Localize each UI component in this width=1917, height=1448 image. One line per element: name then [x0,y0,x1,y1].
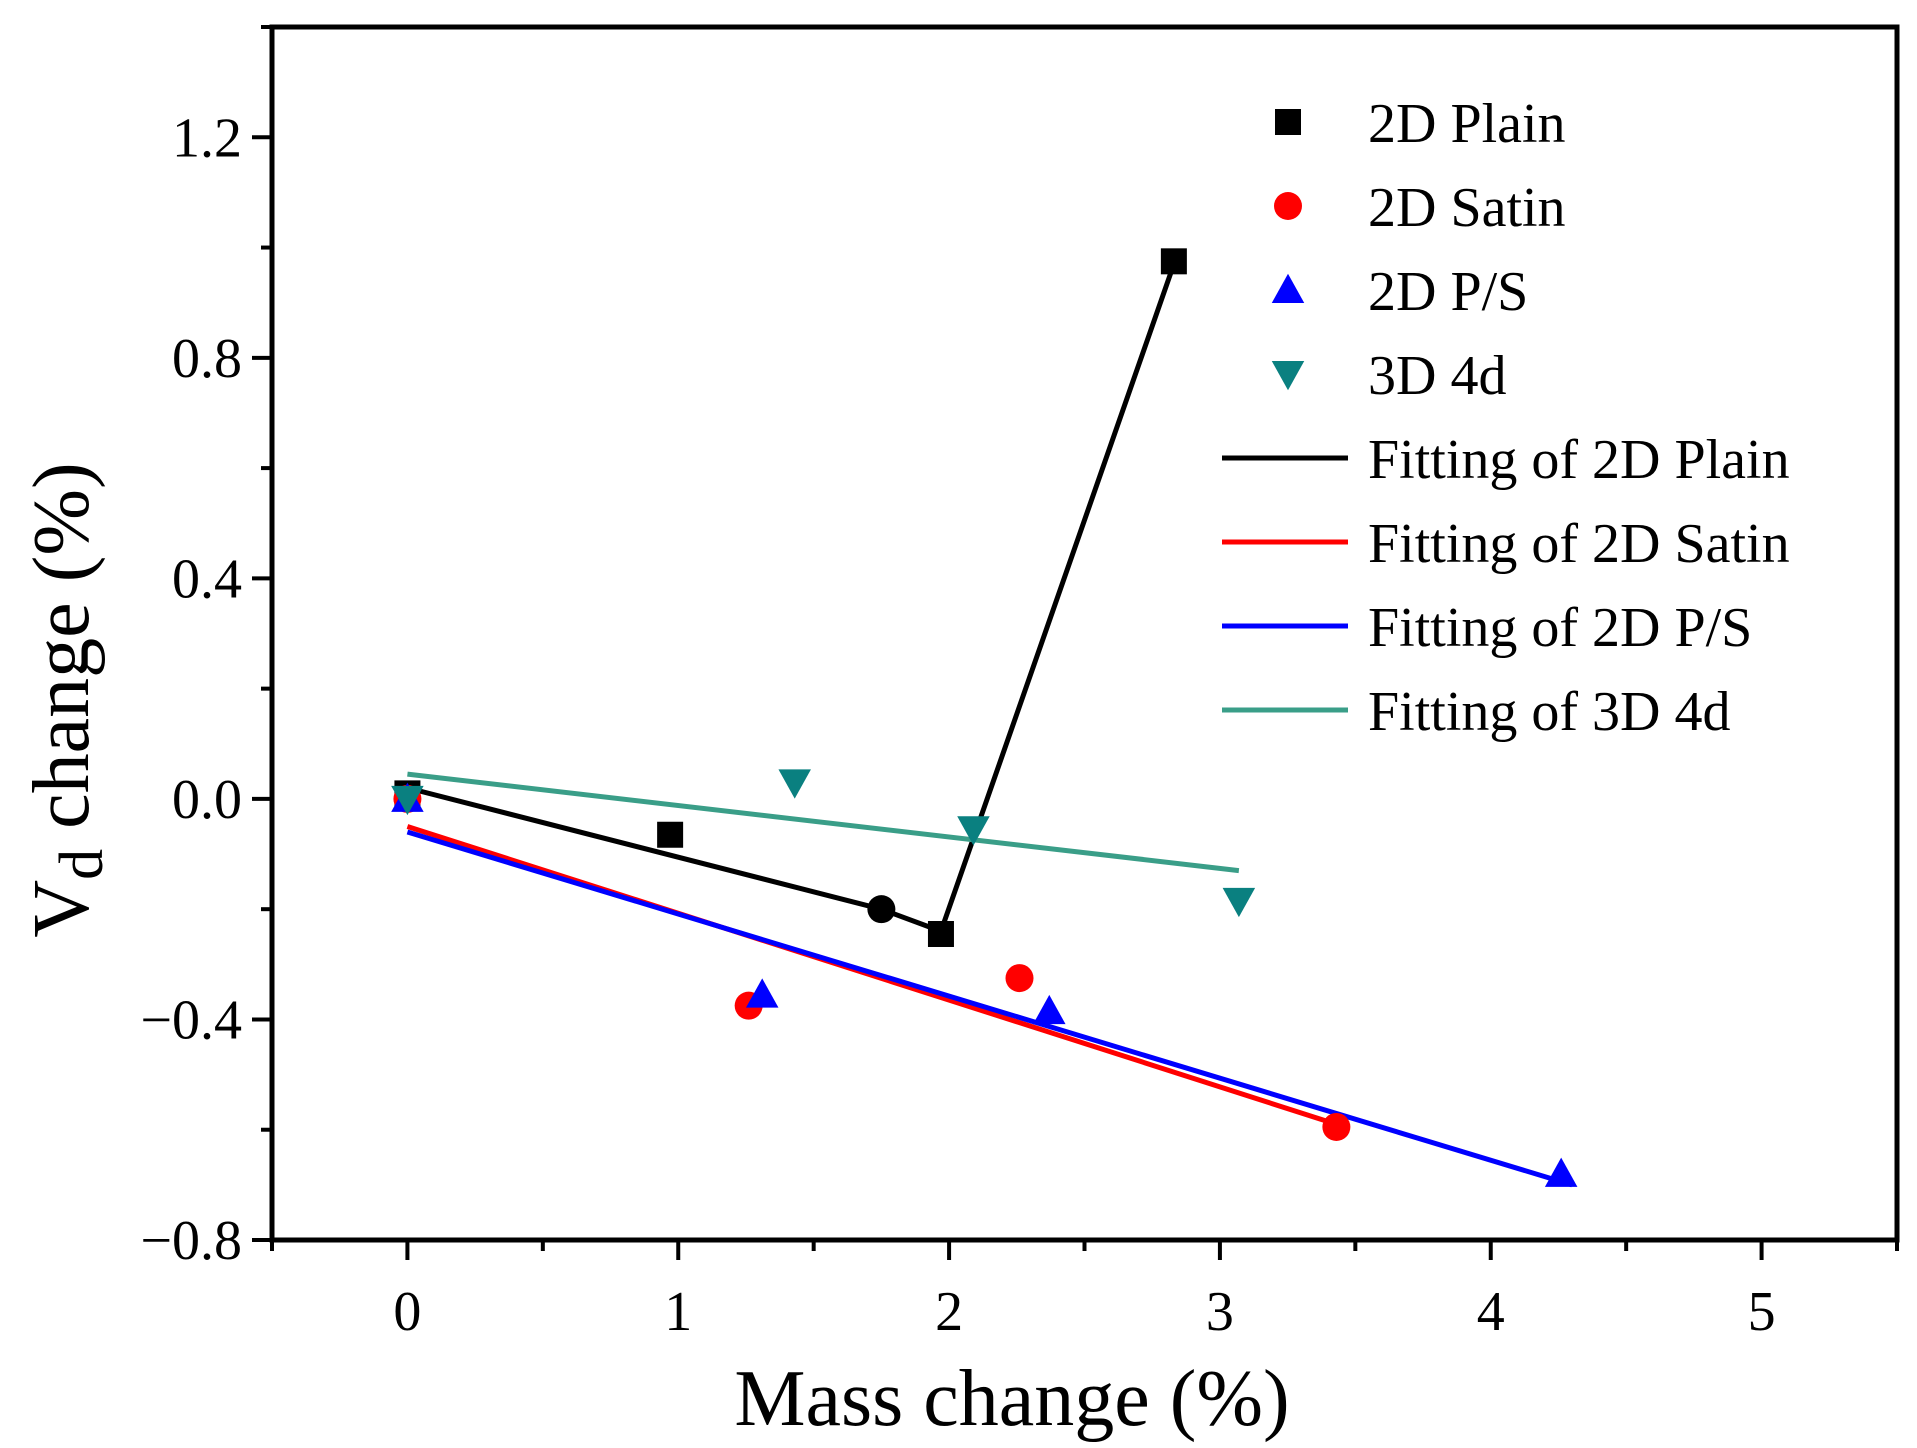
x-axis-title: Mass change (%) [734,1355,1289,1443]
y-tick-label: 0.0 [172,769,242,831]
data-markers [391,248,1578,1187]
point-3d-4d [778,769,811,799]
legend-label: Fitting of 3D 4d [1368,681,1730,743]
x-tick-label: 5 [1748,1281,1776,1343]
point-3d-4d [1222,887,1256,918]
y-axis-title-rest: change (%) [18,462,106,848]
fit-line-fitting-of-3d-4d [407,771,1240,874]
point-2d-satin [1322,1112,1351,1141]
y-tick-label: 0.8 [172,328,242,390]
y-tick-label: −0.8 [140,1210,242,1272]
point-2d-p-s [1033,994,1066,1025]
point-breakpoint [867,895,896,924]
point-2d-satin [1005,964,1034,993]
legend-label: Fitting of 2D Satin [1368,513,1790,575]
fit-line-fitting-of-2d-p-s [406,829,1573,1188]
point-2d-plain [657,821,684,848]
legend-label: 2D P/S [1368,261,1528,323]
legend-label: 2D Satin [1368,177,1566,239]
x-tick-label: 2 [935,1281,963,1343]
axis-ticks [252,25,1899,1260]
y-tick-label: 0.4 [172,548,242,610]
point-3d-4d [391,785,424,816]
legend-label: Fitting of 2D P/S [1368,597,1752,659]
legend-marker-2d-plain [1275,109,1301,135]
legend-label: Fitting of 2D Plain [1368,429,1790,491]
x-tick-label: 0 [393,1281,421,1343]
point-3d-4d [957,816,990,846]
y-axis-title-main: V [18,880,106,938]
point-2d-plain [1160,248,1187,275]
legend-label: 2D Plain [1368,93,1566,155]
x-tick-label: 4 [1477,1281,1505,1343]
y-tick-label: 1.2 [172,107,242,169]
point-2d-p-s [1544,1157,1578,1187]
legend-marker-3d-4d [1271,361,1305,391]
legend: 2D Plain 2D Satin 2D P/S 3D 4d Fitting of 2D… [1222,93,1790,743]
tick-labels: 0 1 2 3 4 5 −0.8 −0.4 0.0 0.4 0.8 1.2 [140,107,1775,1343]
legend-marker-2d-satin [1274,192,1302,220]
y-tick-label: −0.4 [140,989,242,1051]
x-tick-label: 3 [1206,1281,1234,1343]
y-axis-title-sub: d [48,849,116,880]
fit-line-fitting-of-2d-plain [406,263,1177,934]
legend-label: 3D 4d [1368,345,1506,407]
y-axis-title: Vd change (%) [18,462,116,937]
fit-line-fitting-of-2d-satin [406,824,1338,1127]
point-2d-p-s [745,978,779,1008]
fit-lines [406,263,1573,1188]
x-tick-label: 1 [664,1281,692,1343]
point-2d-plain [927,920,954,947]
legend-marker-2d-p-s [1271,273,1305,303]
